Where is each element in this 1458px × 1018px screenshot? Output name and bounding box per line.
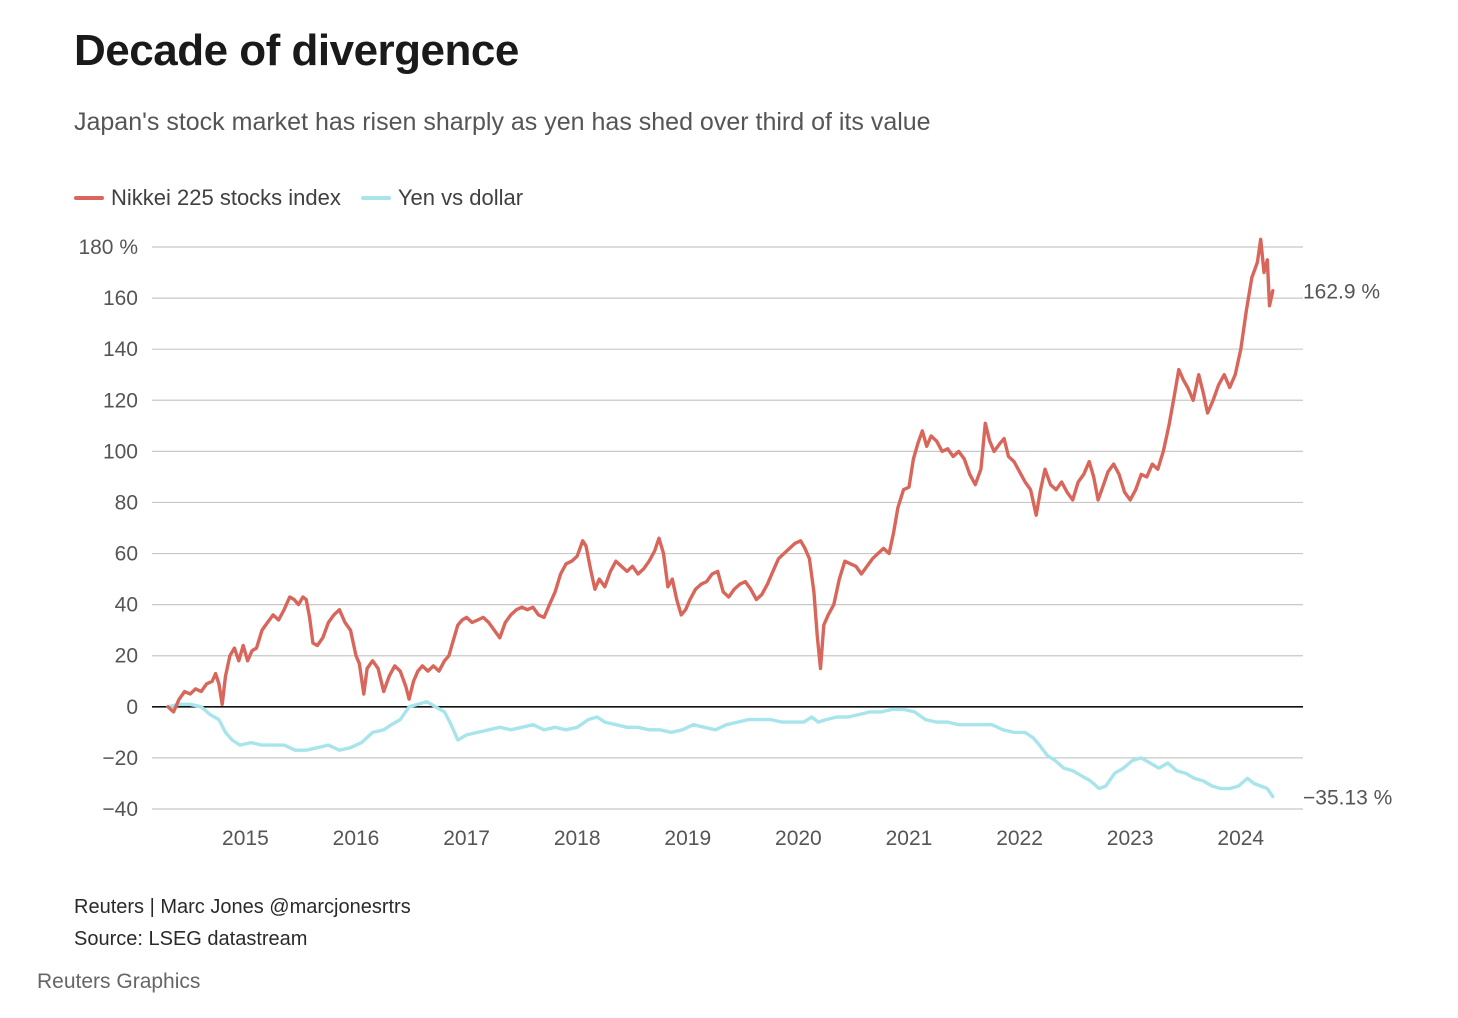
y-tick-label: 20 (115, 645, 138, 668)
x-tick-label: 2019 (664, 827, 711, 850)
x-tick-label: 2016 (333, 827, 380, 850)
legend-item-nikkei: Nikkei 225 stocks index (74, 185, 341, 211)
chart-title: Decade of divergence (74, 26, 519, 75)
x-tick-label: 2023 (1107, 827, 1154, 850)
y-tick-label: −40 (102, 798, 138, 821)
end-labels: 162.9 % −35.13 % (1303, 281, 1392, 810)
end-label-nikkei: 162.9 % (1303, 281, 1380, 304)
series-line-yen (166, 700, 1275, 799)
x-tick-label: 2021 (886, 827, 933, 850)
brand-label: Reuters Graphics (37, 970, 201, 993)
y-tick-label: 160 (103, 287, 138, 310)
y-tick-label: 0 (126, 696, 138, 719)
y-axis-labels: 180 % 160 140 120 100 80 60 40 20 0 −20 −40 (78, 236, 138, 821)
legend-label-nikkei: Nikkei 225 stocks index (111, 185, 341, 210)
credit-line: Reuters | Marc Jones @marcjonesrtrs (74, 896, 411, 918)
x-tick-label: 2022 (996, 827, 1043, 850)
x-tick-label: 2020 (775, 827, 822, 850)
chart-subtitle: Japan's stock market has risen sharply a… (74, 108, 931, 136)
legend-swatch-nikkei (74, 196, 104, 200)
legend-label-yen: Yen vs dollar (397, 185, 524, 210)
y-tick-label: 60 (115, 543, 138, 566)
y-tick-label: 120 (103, 389, 138, 412)
x-axis-labels: 2015 2016 2017 2018 2019 2020 2021 2022 2023 2024 (222, 827, 1264, 850)
y-tick-label: 180 % (78, 236, 138, 259)
x-tick-label: 2017 (443, 827, 490, 850)
y-tick-label: 40 (115, 594, 138, 617)
x-tick-label: 2015 (222, 827, 269, 850)
y-tick-label: −20 (102, 747, 138, 770)
y-tick-label: 80 (115, 491, 138, 514)
y-tick-label: 100 (103, 440, 138, 463)
end-label-yen: −35.13 % (1303, 787, 1392, 810)
series-line-nikkei (166, 237, 1275, 714)
x-tick-label: 2018 (554, 827, 601, 850)
legend-item-yen: Yen vs dollar (360, 185, 524, 211)
legend: Nikkei 225 stocks index Yen vs dollar (74, 185, 543, 211)
series-lines (166, 237, 1275, 799)
y-tick-label: 140 (103, 338, 138, 361)
gridlines (152, 246, 1303, 810)
source-line: Source: LSEG datastream (74, 928, 308, 950)
legend-swatch-yen (360, 196, 391, 200)
x-tick-label: 2024 (1217, 827, 1264, 850)
